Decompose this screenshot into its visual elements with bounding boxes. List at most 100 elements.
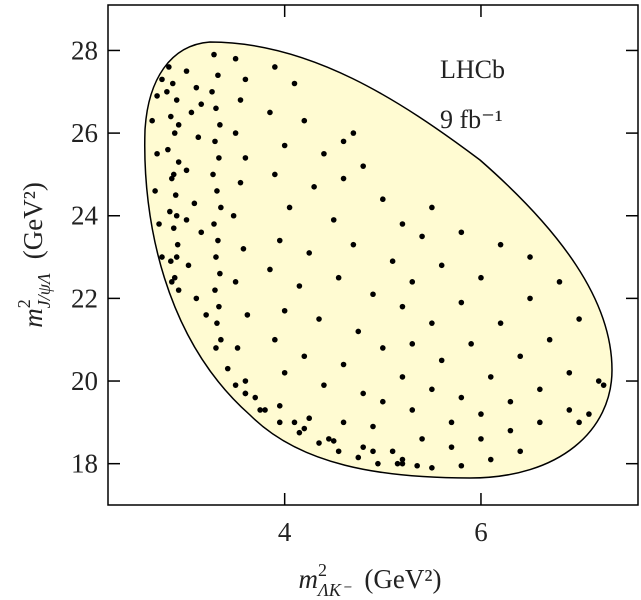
point [175,159,182,165]
point [546,336,553,343]
point [213,345,219,351]
point [355,454,362,461]
point [448,419,455,426]
point [321,150,327,157]
point [335,448,342,455]
point [399,221,406,227]
point [262,407,268,413]
point [281,307,288,314]
point [478,411,484,417]
point [242,390,249,397]
point [232,279,239,285]
point [380,398,386,405]
point [218,204,224,211]
points [149,51,607,471]
point [360,163,366,169]
y-tick-label: 26 [71,118,98,148]
point [168,279,175,285]
point [185,262,192,269]
x-axis-label: m2 ΛK⁻ (GeV²) [299,560,442,600]
y-axis-label: m2J/ψΛ (GeV²) [14,182,54,328]
point [414,462,420,469]
point [429,204,435,211]
point [566,407,573,413]
point [244,312,251,318]
point [458,394,465,401]
x-tick-label: 6 [474,517,488,547]
point [487,374,494,380]
point [216,155,222,161]
point [217,270,223,277]
point [429,465,435,471]
point [276,403,283,409]
point [156,221,162,227]
point [340,175,347,182]
point [409,279,416,285]
point [165,146,171,153]
point [173,212,180,219]
point [600,382,607,388]
point [330,438,337,444]
point [175,122,182,128]
point [497,241,504,248]
point [154,93,160,99]
point [214,320,220,326]
point [173,254,180,260]
point [429,320,435,326]
point [168,258,174,264]
point [399,460,406,467]
point [232,55,239,62]
point [517,353,524,360]
point [272,336,278,343]
point [183,167,190,174]
point [170,171,177,178]
y-label-unit: (GeV²) [18,182,48,259]
y-tick-label: 24 [71,201,99,231]
point [527,254,533,260]
point [281,142,288,149]
point [311,184,317,190]
point [242,155,249,161]
point [193,84,200,91]
point [360,444,366,450]
point [242,378,249,384]
point [350,241,357,248]
point [370,448,376,455]
kinematic-boundary [143,41,613,479]
point [438,357,445,364]
point [216,303,222,310]
point [350,130,357,136]
point [438,262,445,269]
point [301,117,308,124]
point [232,382,239,388]
y-label-power: 2 [14,299,34,308]
point [448,444,455,450]
point [527,295,533,302]
point [213,105,219,112]
point [281,369,288,376]
y-tick-label: 28 [71,35,98,65]
point [458,462,465,469]
point [174,241,181,248]
point [166,64,172,70]
y-tick-label: 18 [71,449,98,479]
point [399,303,406,310]
point [291,419,298,426]
point [316,316,322,322]
point [272,64,278,70]
point [370,423,376,430]
point [257,407,263,413]
point [409,341,416,347]
point [517,448,524,455]
point [478,436,484,442]
point [399,456,406,463]
point [468,341,474,347]
y-label-subscript: J/ψΛ [34,273,54,308]
point [291,80,298,87]
point [286,204,293,211]
point [478,274,484,281]
point [149,117,155,124]
point [152,188,158,194]
point [272,171,278,178]
point [399,374,406,380]
